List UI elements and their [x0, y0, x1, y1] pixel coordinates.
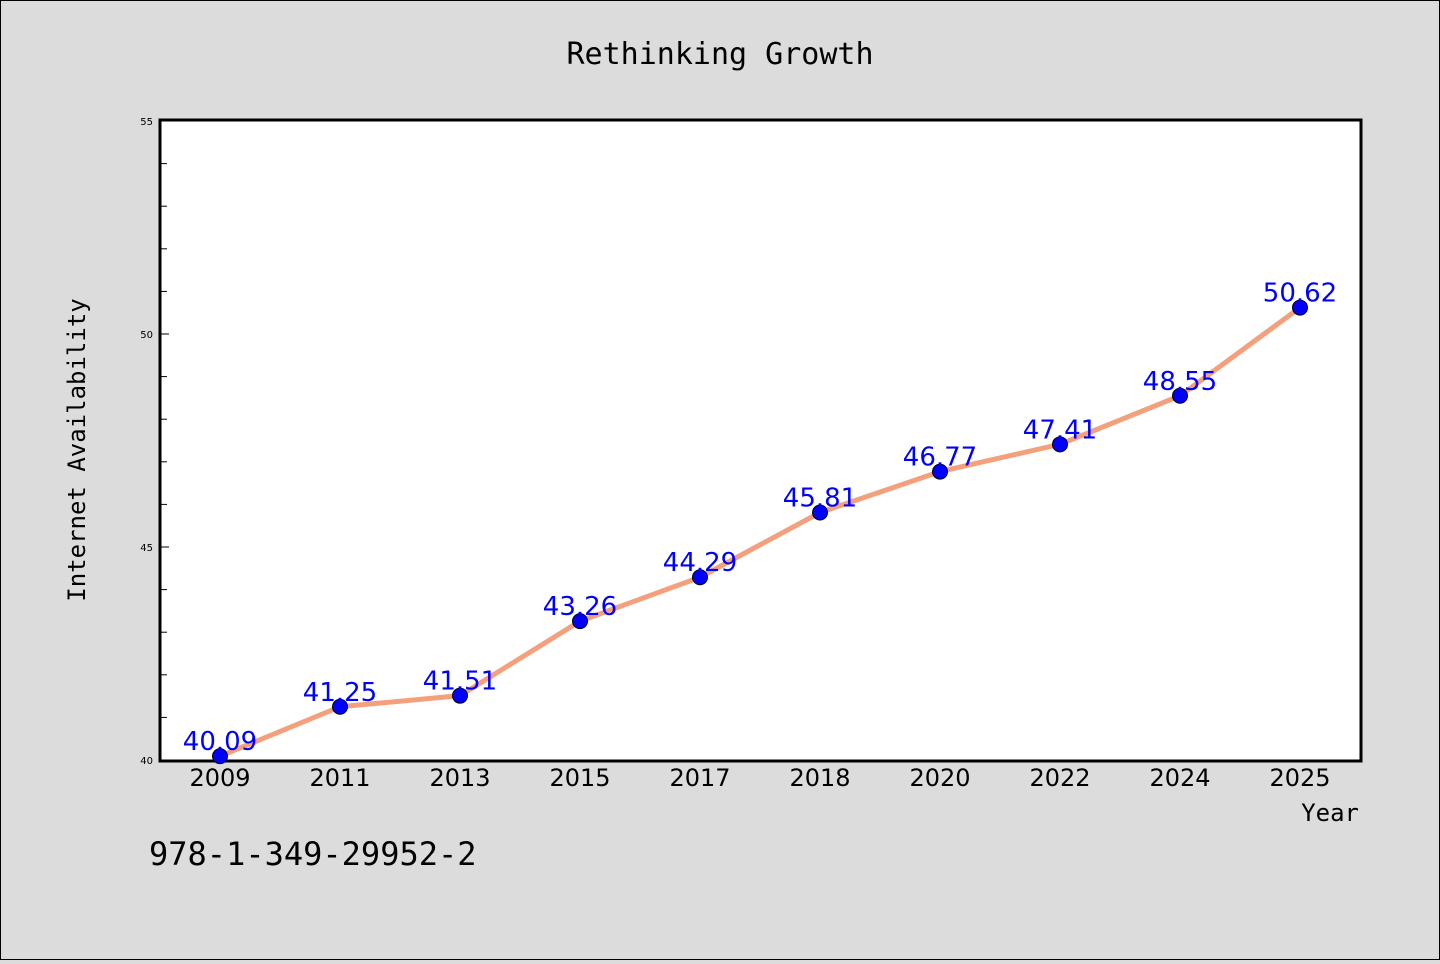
data-point — [452, 687, 468, 704]
x-tick-label: 2015 — [549, 764, 610, 792]
data-label: 46.77 — [903, 443, 977, 473]
x-tick-label: 2017 — [669, 764, 730, 792]
y-axis: 40 45 50 55 — [140, 117, 169, 767]
isbn-text: 978-1-349-29952-2 — [149, 835, 477, 873]
y-tick-label: 40 — [140, 756, 153, 767]
data-point — [1172, 387, 1188, 404]
plot-area — [158, 118, 1363, 763]
chart-title: Rethinking Growth — [566, 37, 873, 72]
y-tick-label: 45 — [140, 543, 153, 554]
data-point — [932, 463, 948, 480]
data-label: 41.51 — [423, 667, 497, 697]
series-line-group — [212, 299, 1308, 765]
y-axis-title: Internet Availability — [63, 298, 91, 601]
data-label: 43.26 — [543, 592, 617, 622]
data-label: 47.41 — [1023, 415, 1097, 445]
series-line — [217, 305, 1303, 759]
data-label-group: 40.09 41.25 41.51 43.26 44.29 45.81 46.77 47.41… — [183, 279, 1337, 758]
data-point — [1052, 436, 1068, 453]
x-tick-label: 2018 — [789, 764, 850, 792]
data-point — [812, 504, 828, 521]
data-point — [1292, 299, 1308, 316]
x-tick-label: 2020 — [909, 764, 970, 792]
data-label: 41.25 — [303, 678, 377, 708]
data-label: 44.29 — [663, 548, 737, 578]
x-tick-label: 2022 — [1029, 764, 1090, 792]
x-tick-label: 2025 — [1269, 764, 1330, 792]
data-point — [572, 613, 588, 630]
data-point — [212, 748, 228, 765]
y-tick-label: 50 — [140, 330, 153, 341]
data-label: 48.55 — [1143, 367, 1217, 397]
data-label: 45.81 — [783, 483, 857, 513]
x-tick-label: 2024 — [1149, 764, 1210, 792]
x-tick-label: 2013 — [429, 764, 490, 792]
x-axis: 2009 2011 2013 2015 2017 2018 2020 2022 2024 2025 — [189, 764, 1330, 792]
x-tick-label: 2009 — [189, 764, 250, 792]
data-point — [692, 569, 708, 586]
x-tick-label: 2011 — [309, 764, 370, 792]
y-tick-label: 55 — [140, 117, 153, 128]
data-label: 40.09 — [183, 727, 257, 757]
data-label: 50.62 — [1263, 279, 1337, 309]
x-axis-title: Year — [1301, 799, 1359, 827]
data-point — [332, 698, 348, 715]
